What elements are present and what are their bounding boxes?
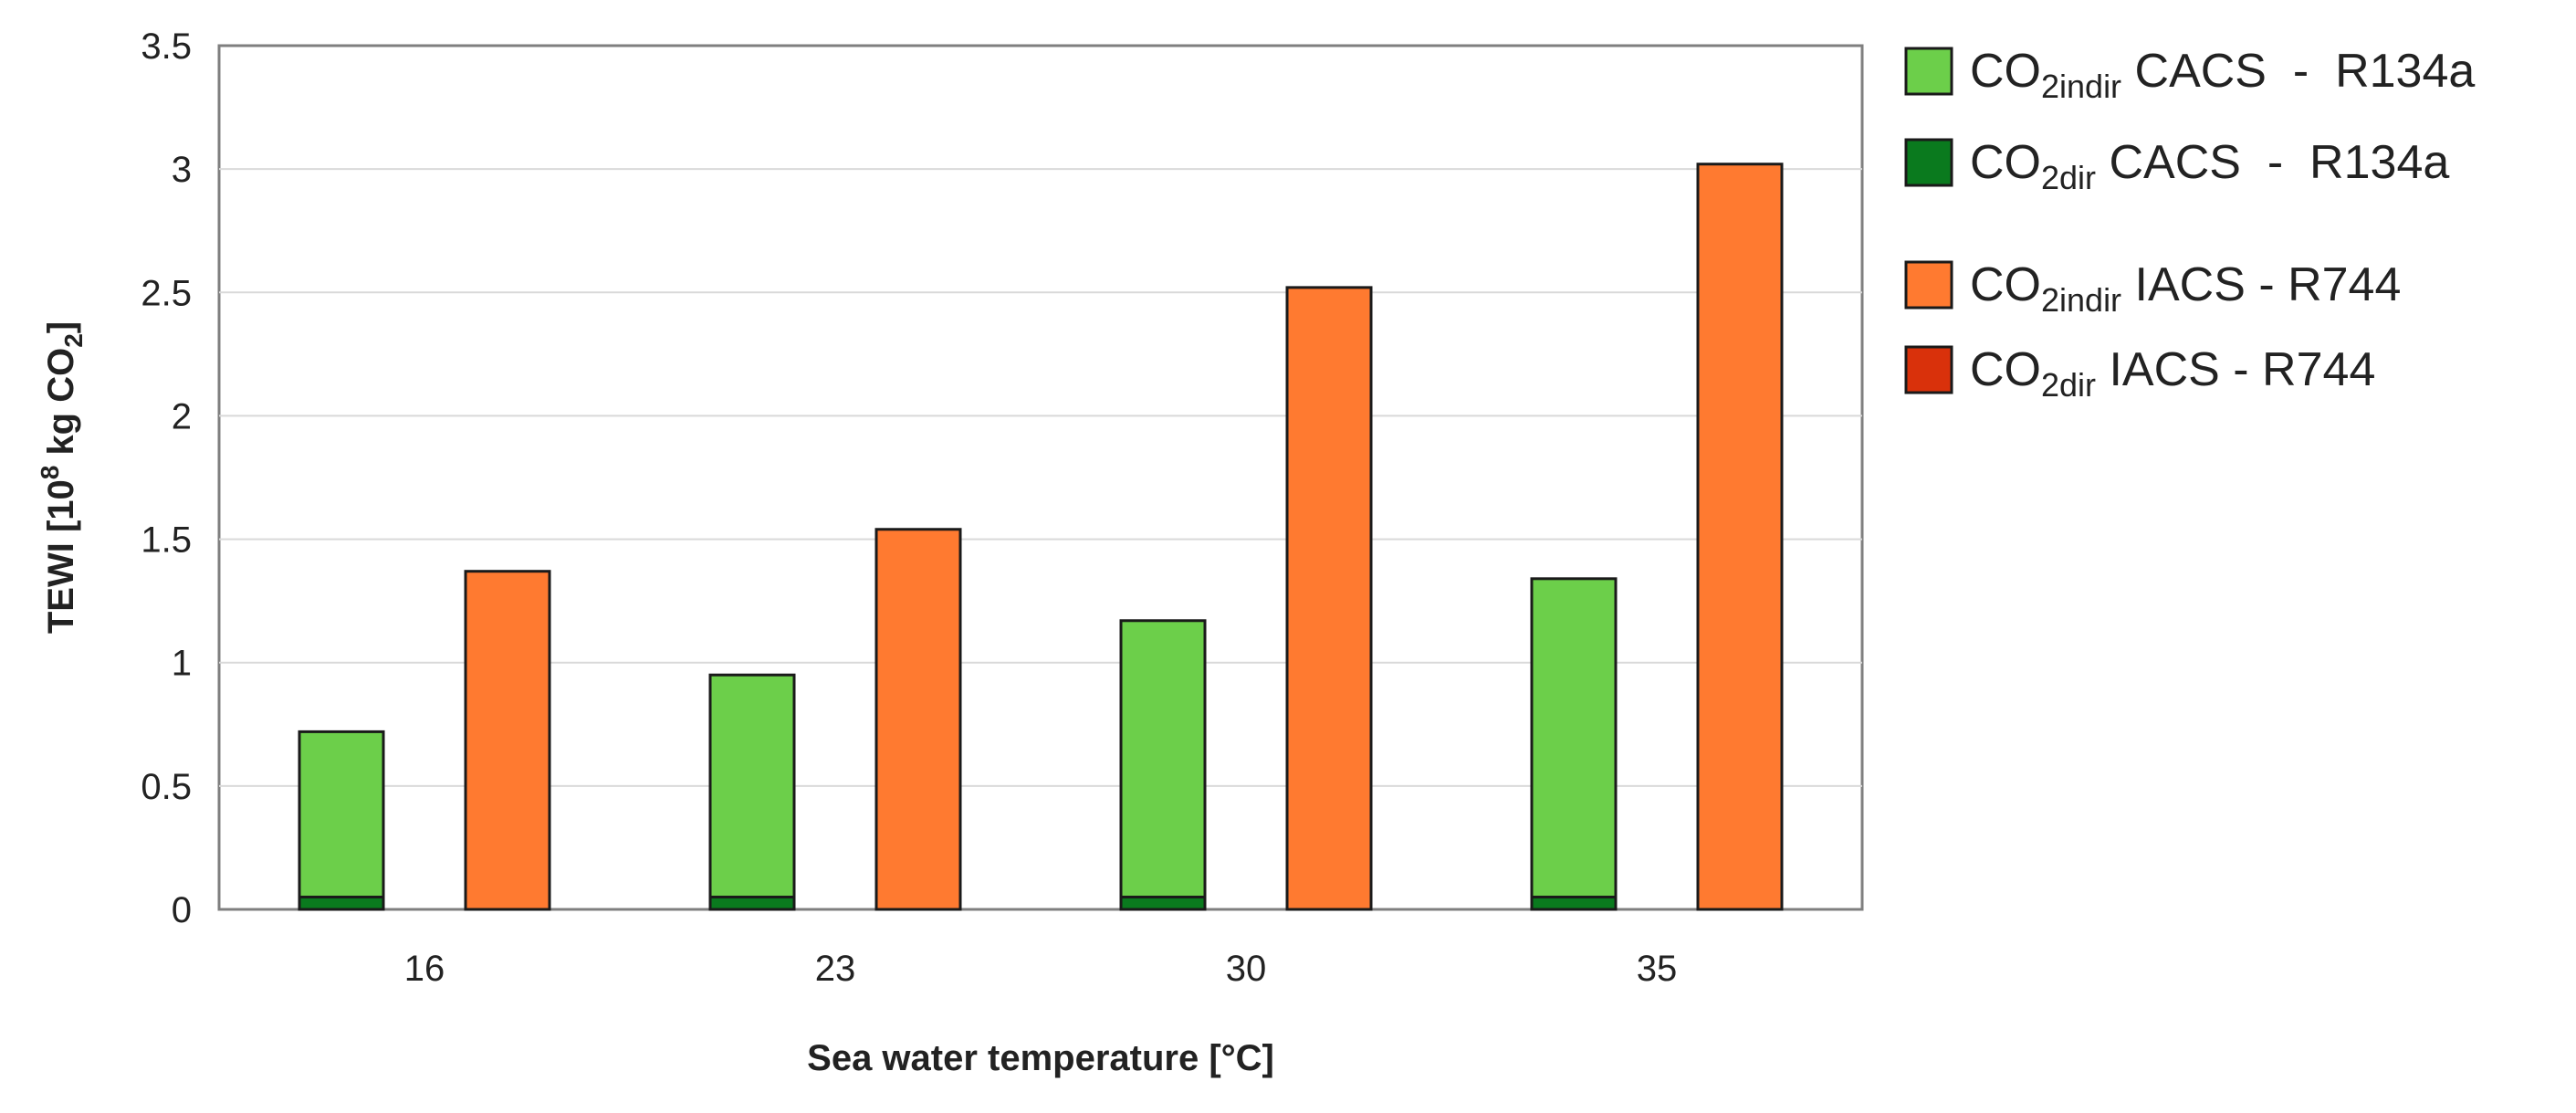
x-tick-label: 30: [1226, 949, 1267, 989]
legend-label-base: CO: [1970, 45, 2041, 98]
y-axis-title-middle: kg CO: [41, 348, 81, 466]
y-axis-title-prefix: TEWI [10: [41, 479, 81, 634]
legend-label-base: CO: [1970, 343, 2041, 396]
y-tick-labels: 0 0.5 1 1.5 2 2.5 3 3.5: [141, 26, 192, 930]
legend-label-base: CO: [1970, 258, 2041, 311]
bar-co2indir-cacs-r134a-30: [1119, 619, 1207, 898]
y-tick-label: 2: [172, 396, 192, 436]
svg-text:CO2indir CACS - R134a: CO2indir CACS - R134a: [1970, 45, 2475, 105]
y-axis-title-suffix: ]: [41, 321, 81, 333]
bar-co2indir-iacs-r744-16: [464, 570, 551, 911]
legend-label-sub: 2indir: [2041, 68, 2121, 105]
legend-label-sub: 2dir: [2041, 159, 2096, 196]
legend: CO2indir CACS - R134a CO2dir CACS - R134…: [1904, 45, 2475, 404]
y-tick-label: 0: [172, 890, 192, 930]
bar-co2indir-cacs-r134a-16: [298, 730, 385, 898]
y-tick-label: 3.5: [141, 26, 192, 67]
svg-text:CO2dir CACS - R134a: CO2dir CACS - R134a: [1970, 136, 2449, 196]
bar-co2indir-iacs-r744-23: [874, 528, 962, 911]
y-axis-title: TEWI [108 kg CO2]: [36, 321, 88, 634]
y-tick-label: 1: [172, 644, 192, 684]
bar-co2indir-iacs-r744-30: [1285, 286, 1373, 911]
legend-swatch-co2dir-iacs: [1904, 345, 1953, 394]
legend-label-base: CO: [1970, 136, 2041, 189]
legend-item-co2dir-iacs: CO2dir IACS - R744: [1904, 343, 2375, 404]
x-tick-label: 23: [815, 949, 856, 989]
legend-item-co2indir-cacs: CO2indir CACS - R134a: [1904, 45, 2475, 105]
legend-label-sub: 2indir: [2041, 281, 2121, 319]
y-tick-label: 1.5: [141, 520, 192, 561]
legend-swatch-co2indir-iacs: [1904, 260, 1953, 310]
y-tick-label: 2.5: [141, 273, 192, 313]
svg-text:CO2dir IACS - R744: CO2dir IACS - R744: [1970, 343, 2375, 404]
legend-swatch-co2indir-cacs: [1904, 47, 1953, 96]
legend-label-rest: IACS - R744: [2121, 258, 2401, 311]
y-axis-title-sub: 2: [59, 333, 88, 348]
bar-co2dir-cacs-r134a-30: [1119, 895, 1207, 911]
legend-item-co2indir-iacs: CO2indir IACS - R744: [1904, 258, 2401, 319]
legend-item-co2dir-cacs: CO2dir CACS - R134a: [1904, 136, 2449, 196]
x-tick-label: 16: [404, 949, 445, 989]
bars: [298, 163, 1784, 911]
bar-co2indir-iacs-r744-35: [1696, 163, 1784, 911]
x-tick-label: 35: [1637, 949, 1678, 989]
legend-label-sub: 2dir: [2041, 366, 2096, 404]
legend-label-rest: IACS - R744: [2096, 343, 2375, 396]
legend-label-rest: CACS - R134a: [2096, 136, 2449, 189]
y-tick-label: 0.5: [141, 767, 192, 807]
bar-co2indir-cacs-r134a-35: [1530, 577, 1618, 898]
bar-co2dir-cacs-r134a-23: [708, 895, 796, 911]
x-tick-labels: 16 23 30 35: [404, 949, 1678, 989]
y-tick-label: 3: [172, 150, 192, 190]
bar-co2dir-cacs-r134a-16: [298, 895, 385, 911]
bar-co2dir-cacs-r134a-35: [1530, 895, 1618, 911]
legend-label-rest: CACS - R134a: [2121, 45, 2475, 98]
legend-swatch-co2dir-cacs: [1904, 138, 1953, 187]
y-axis-title-sup: 8: [36, 466, 64, 480]
svg-text:CO2indir IACS - R744: CO2indir IACS - R744: [1970, 258, 2401, 319]
x-axis-title: Sea water temperature [°C]: [807, 1038, 1274, 1078]
bar-co2indir-cacs-r134a-23: [708, 673, 796, 898]
